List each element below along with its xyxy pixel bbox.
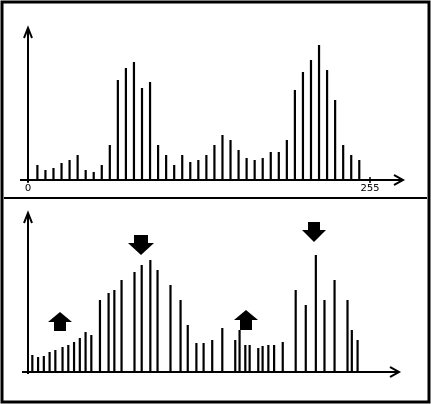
axes xyxy=(20,25,406,378)
x-tick-label: 0 xyxy=(25,183,31,194)
down-arrow xyxy=(128,235,154,255)
up-arrow xyxy=(234,310,258,330)
down-arrow xyxy=(302,222,326,242)
x-tick-label: 255 xyxy=(360,183,379,194)
arrows xyxy=(48,222,326,331)
up-arrow xyxy=(48,312,72,331)
